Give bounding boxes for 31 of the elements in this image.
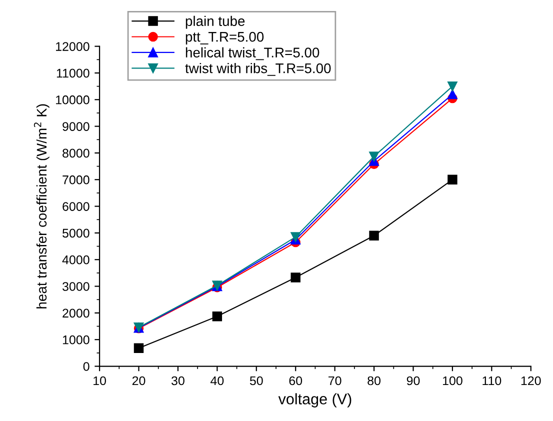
- legend-label: twist with ribs_T.R=5.00: [185, 63, 331, 76]
- y-tick-label: 7000: [62, 175, 90, 184]
- x-axis-title: voltage (V): [278, 393, 352, 408]
- y-tick-label: 9000: [62, 122, 90, 131]
- x-tick-label: 40: [210, 376, 224, 386]
- x-tick-label: 20: [132, 376, 146, 386]
- y-tick-label: 5000: [62, 228, 90, 238]
- y-tick-label: 12000: [56, 42, 90, 51]
- y-tick-label: 0: [83, 362, 90, 371]
- y-tick-label: 2000: [62, 308, 90, 318]
- x-tick-label: 70: [328, 376, 342, 386]
- y-tick-label: 3000: [62, 282, 90, 291]
- x-tick-label: 30: [171, 376, 184, 386]
- y-tick-label: 6000: [62, 202, 90, 211]
- x-tick-label: 60: [289, 376, 302, 386]
- y-tick-label: 4000: [62, 255, 90, 264]
- legend-label: plain tube: [186, 16, 245, 29]
- y-tick-label: 10000: [56, 95, 90, 104]
- y-tick-label: 1000: [62, 335, 90, 344]
- x-tick-label: 90: [406, 376, 420, 386]
- x-tick-label: 120: [521, 376, 541, 386]
- y-axis-title: heat transfer coefficient (W/m$^{2}$ K): [34, 104, 50, 308]
- y-tick-label: 11000: [56, 68, 90, 78]
- x-tick-label: 10: [94, 376, 106, 386]
- y-tick-label: 8000: [62, 148, 90, 158]
- legend-label: ptt_T.R=5.00: [186, 32, 264, 44]
- x-tick-label: 50: [250, 376, 263, 386]
- x-tick-label: 110: [482, 376, 502, 386]
- x-tick-label: 100: [442, 376, 462, 386]
- legend-label: helical twist_T.R=5.00: [186, 47, 320, 60]
- x-tick-label: 80: [368, 376, 380, 386]
